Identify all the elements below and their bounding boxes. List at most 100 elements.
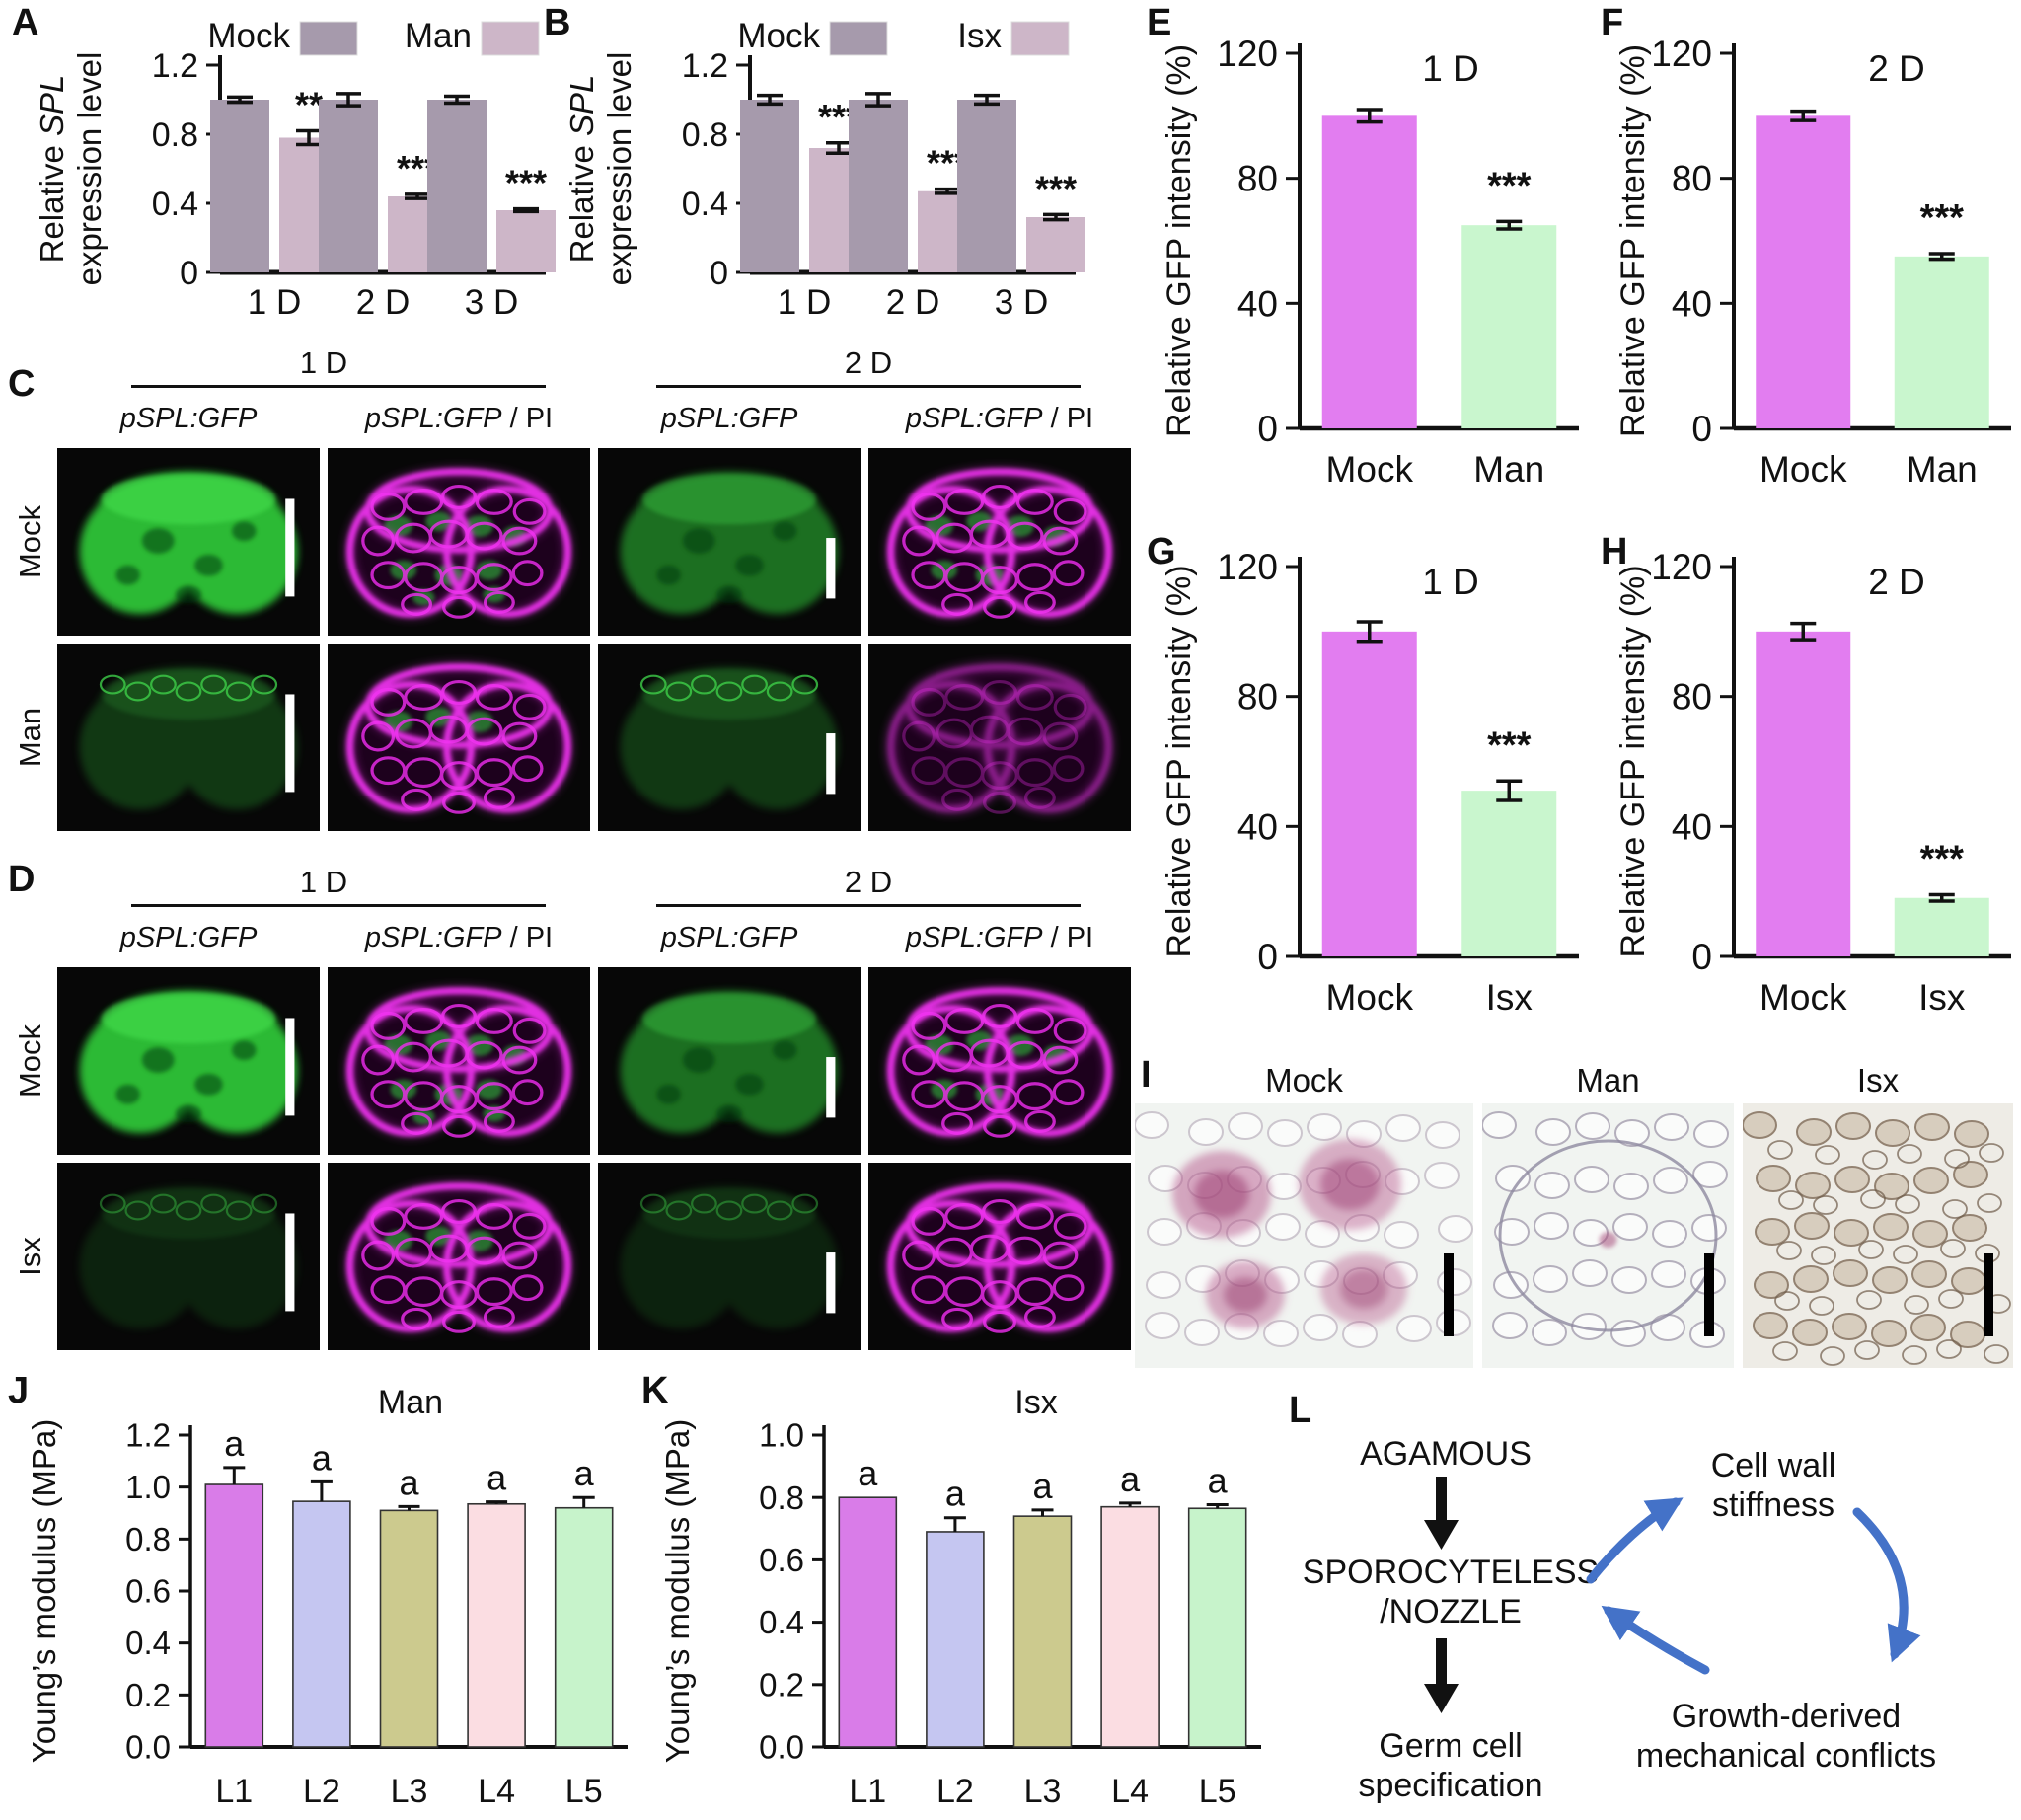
y-tick-label: 1.0	[125, 1469, 171, 1505]
micrograph-cell	[328, 448, 590, 636]
legend-swatch	[829, 21, 888, 56]
micrograph	[328, 644, 590, 831]
y-tick-label: 80	[1672, 677, 1712, 718]
panel-b-label: B	[544, 2, 571, 43]
panel-g-label: G	[1147, 531, 1176, 572]
timepoint-underline	[656, 904, 1081, 907]
y-tick-label: 40	[1237, 806, 1278, 847]
row-label-text: Mock	[13, 504, 48, 579]
bar	[467, 1502, 526, 1748]
scale-bar	[1444, 1253, 1454, 1336]
chart-gfp-man-1d: 0 40 80 120 Relative GFP intensity (%) 1 D Moc…	[1160, 34, 1579, 490]
panel-i-label: I	[1141, 1054, 1152, 1096]
letter-label: a	[312, 1437, 333, 1478]
scale-bar	[826, 538, 836, 599]
x-category-label: L1	[849, 1773, 886, 1810]
panel-g: G 0 40 80 120 Relative GFP intensity (%) 1 D M…	[1147, 517, 1589, 1030]
y-axis-label: expression level	[71, 52, 108, 286]
panel-f: F 0 40 80 120 Relative GFP intensity (%) 2 D M…	[1601, 4, 2021, 502]
y-tick-label: 0.6	[759, 1542, 804, 1578]
y-axis-label: Relative GFP intensity (%)	[1160, 44, 1198, 437]
micrograph	[868, 1163, 1131, 1350]
treatment-label: Mock	[1265, 1062, 1343, 1099]
micrograph-cell	[868, 448, 1131, 636]
pi-glow	[342, 660, 575, 816]
y-tick-label: 1.0	[759, 1417, 804, 1454]
panel-b: B 0 0.4 0.8 1.2 Relative SPL expression level…	[544, 4, 1085, 326]
chart-modulus-man: 0.0 0.2 0.4 0.6 0.8 1.0 1.2 Young’s modulus (MP…	[26, 1384, 628, 1810]
panel-j: J 0.0 0.2 0.4 0.6 0.8 1.0 1.2 Young’s modulus (…	[8, 1372, 639, 1818]
y-axis-label: Relative GFP intensity (%)	[1614, 44, 1652, 437]
feedback-arrow-right-curve	[1852, 1507, 1921, 1663]
gfp-texture	[656, 521, 797, 604]
panel-f-label: F	[1601, 2, 1624, 43]
micrograph	[598, 967, 861, 1155]
pi-glow	[342, 984, 575, 1140]
gfp-rim	[642, 668, 816, 720]
timepoint-title: 1 D	[299, 865, 348, 899]
node-sporocyteless: SPOROCYTELESS	[1303, 1554, 1599, 1591]
micrograph	[598, 448, 861, 636]
y-axis-label: Relative SPL	[563, 75, 600, 264]
row-label: Isx	[8, 1163, 53, 1350]
gfp-rim	[102, 992, 275, 1044]
micrograph-cell	[57, 1163, 320, 1350]
y-axis-label: Relative GFP intensity (%)	[1160, 565, 1198, 957]
y-tick-label: 0	[1691, 409, 1712, 449]
panel-c: C 1 D 2 D pSPL:GFP pSPL:GFP / PI pSPL:GFP pSP…	[8, 332, 1133, 847]
node-agamous: AGAMOUS	[1360, 1435, 1532, 1473]
y-tick-label: 1.2	[152, 47, 198, 85]
legend-label: Mock	[737, 17, 820, 55]
legend-label: Mock	[207, 17, 290, 55]
panel-d-micrographs: 1 D 2 D pSPL:GFP pSPL:GFP / PI pSPL:GFP pSPL:…	[8, 851, 1133, 1366]
gfp-cell-outlines	[639, 674, 819, 702]
chart-modulus-isx: 0.0 0.2 0.4 0.6 0.8 1.0 Young’s modulus (MPa) I…	[659, 1384, 1261, 1810]
chart-title: 1 D	[1422, 562, 1479, 602]
histology-image	[1743, 1103, 2013, 1368]
legend-swatch	[299, 21, 358, 56]
micrograph	[57, 448, 320, 636]
significance: ***	[1035, 168, 1077, 208]
gfp-cell-outlines	[99, 1193, 278, 1221]
channel-header: pSPL:GFP	[660, 922, 798, 953]
micrograph-cell	[328, 1163, 590, 1350]
node-mechanical-conflicts: mechanical conflicts	[1636, 1737, 1936, 1775]
bar	[1461, 791, 1557, 956]
y-tick-label: 0.4	[152, 186, 198, 223]
gfp-rim	[642, 473, 816, 525]
y-tick-label: 0	[1691, 937, 1712, 977]
x-category-label: L1	[215, 1773, 253, 1810]
timepoint-title: 2 D	[844, 865, 893, 899]
y-tick-label: 0.2	[759, 1666, 804, 1703]
channel-header: pSPL:GFP / PI	[905, 922, 1094, 953]
bar	[1894, 256, 1989, 428]
micrograph	[598, 644, 861, 831]
x-category-label: L3	[391, 1773, 428, 1810]
micrograph	[868, 448, 1131, 636]
bar	[1026, 217, 1085, 272]
micrograph	[57, 644, 320, 831]
histology-image	[1482, 1103, 1734, 1368]
letter-label: a	[1208, 1460, 1229, 1500]
x-category-label: 2 D	[886, 283, 939, 322]
y-tick-label: 0.4	[125, 1625, 171, 1661]
histology-cell	[1482, 1103, 1734, 1368]
panel-a-label: A	[12, 2, 39, 43]
channel-header: pSPL:GFP	[119, 403, 258, 434]
feedback-arrow-lower-left	[1601, 1605, 1710, 1675]
feedback-arrow-up-right	[1586, 1497, 1684, 1584]
micrograph-cell	[57, 448, 320, 636]
panel-l: L AGAMOUS SPOROCYTELESS /NOZZLE Germ cel…	[1283, 1374, 2021, 1820]
micrograph	[328, 448, 590, 636]
y-axis-label: Young’s modulus (MPa)	[659, 1419, 696, 1764]
y-tick-label: 1.2	[125, 1417, 171, 1454]
gfp-cell-outlines	[99, 674, 278, 702]
chart-title: 1 D	[1422, 48, 1479, 89]
y-tick-label: 0.6	[125, 1573, 171, 1610]
x-category-label: Isx	[1918, 977, 1966, 1018]
scale-bar	[1704, 1253, 1714, 1336]
x-category-label: Man	[1473, 449, 1544, 490]
panel-e: E 0 40 80 120 Relative GFP intensity (%) 1 D M…	[1147, 4, 1589, 502]
y-axis-label: Relative SPL	[34, 75, 70, 264]
